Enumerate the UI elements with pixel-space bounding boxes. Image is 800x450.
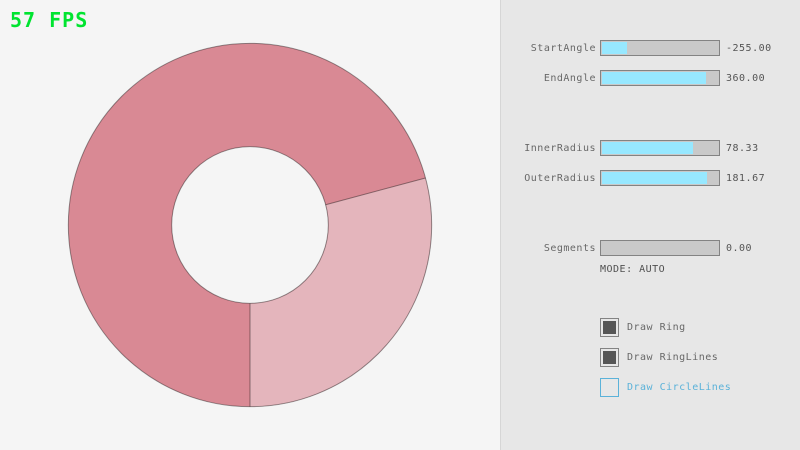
slider-value-outerradius: 181.67 [726, 173, 766, 184]
checkbox-box[interactable] [600, 348, 619, 367]
checkbox-label: Draw CircleLines [627, 382, 732, 393]
slider-startangle[interactable] [600, 40, 720, 56]
checkbox-mark [603, 351, 616, 364]
slider-label-startangle: StartAngle [530, 43, 596, 54]
slider-label-innerradius: InnerRadius [524, 143, 596, 154]
fps-counter: 57 FPS [10, 8, 89, 32]
slider-value-segments: 0.00 [726, 243, 753, 254]
checkbox-box[interactable] [600, 378, 619, 397]
slider-fill [602, 42, 628, 54]
checkbox-label: Draw Ring [627, 322, 686, 333]
checkbox-mark [603, 321, 616, 334]
slider-label-outerradius: OuterRadius [524, 173, 596, 184]
slider-label-segments: Segments [543, 243, 596, 254]
slider-innerradius[interactable] [600, 140, 720, 156]
ring-sector-line [325, 177, 426, 206]
slider-value-endangle: 360.00 [726, 73, 766, 84]
ring-outer-outline [67, 42, 433, 408]
slider-label-endangle: EndAngle [543, 73, 596, 84]
ring-inner-outline [171, 146, 329, 304]
checkbox-draw-circlelines[interactable]: Draw CircleLines [600, 378, 731, 397]
slider-outerradius[interactable] [600, 170, 720, 186]
checkbox-draw-ring[interactable]: Draw Ring [600, 318, 686, 337]
slider-fill [602, 172, 708, 184]
checkbox-box[interactable] [600, 318, 619, 337]
checkbox-label: Draw RingLines [627, 352, 719, 363]
ring-light-sector [250, 177, 432, 407]
checkbox-draw-ringlines[interactable]: Draw RingLines [600, 348, 718, 367]
slider-value-innerradius: 78.33 [726, 143, 759, 154]
slider-fill [602, 142, 693, 154]
slider-endangle[interactable] [600, 70, 720, 86]
slider-value-startangle: -255.00 [726, 43, 772, 54]
mode-indicator: MODE: AUTO [600, 264, 666, 275]
slider-segments[interactable] [600, 240, 720, 256]
slider-fill [602, 72, 707, 84]
